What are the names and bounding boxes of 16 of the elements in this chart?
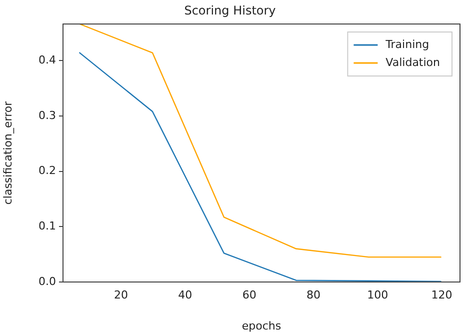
y-tick-label: 0.4 <box>38 53 56 66</box>
x-tick-label: 80 <box>306 288 320 302</box>
y-tick-label: 0.1 <box>38 219 56 232</box>
y-tick-label: 0.0 <box>38 274 56 288</box>
x-tick-label: 20 <box>114 288 128 302</box>
legend-label: Training <box>384 38 430 51</box>
x-tick-label: 40 <box>178 288 192 302</box>
x-tick-label: 120 <box>431 288 452 302</box>
chart-title: Scoring History <box>184 3 276 18</box>
x-axis-title: epochs <box>242 319 282 332</box>
x-tick-label: 100 <box>367 288 388 302</box>
x-tick-label: 60 <box>242 288 256 302</box>
y-tick-label: 0.3 <box>38 108 56 122</box>
legend-label: Validation <box>386 56 440 69</box>
y-tick-label: 0.2 <box>38 164 56 178</box>
y-axis-title: classification_error <box>1 100 14 205</box>
